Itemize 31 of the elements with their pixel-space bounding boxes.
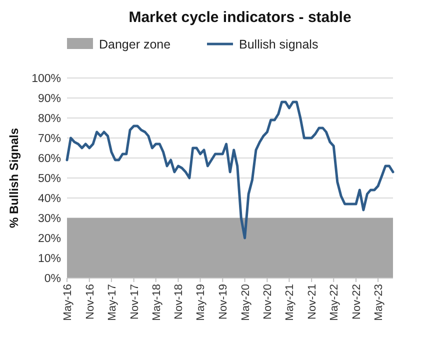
x-tick-label: May-20	[240, 284, 252, 321]
y-tick-label: 0%	[44, 273, 61, 285]
y-tick-label: 30%	[38, 213, 61, 225]
x-tick-label: Nov-20	[262, 284, 274, 320]
x-tick-label: May-19	[195, 284, 208, 321]
y-tick-label: 90%	[38, 93, 61, 105]
x-tick-label: May-23	[373, 284, 386, 321]
x-tick-label: Nov-22	[351, 284, 364, 320]
x-tick-label: Nov-16	[84, 284, 96, 320]
y-tick-label: 60%	[38, 153, 61, 165]
x-tick-label: May-16	[62, 284, 74, 321]
x-tick-label: May-18	[150, 284, 163, 321]
x-tick-label: May-22	[328, 284, 341, 321]
line-series	[66, 100, 394, 240]
y-axis-title: % Bullish Signals	[7, 128, 21, 228]
y-tick-label: 70%	[38, 133, 61, 145]
x-tick-label: Nov-19	[218, 284, 230, 320]
x-tick-label: May-21	[284, 284, 296, 321]
y-tick-label: 20%	[38, 233, 61, 245]
x-tick-label: Nov-18	[173, 284, 186, 320]
x-tick-label: May-17	[106, 284, 118, 321]
y-tick-label: 50%	[38, 173, 61, 185]
x-tick-label: Nov-21	[306, 284, 319, 320]
legend-label: Bullish signals	[239, 38, 318, 52]
y-tick-label: 100%	[32, 73, 61, 85]
y-tick-label: 10%	[38, 253, 61, 265]
x-tick-label: Nov-17	[128, 284, 141, 320]
y-tick-label: 40%	[38, 193, 61, 205]
legend-label: Danger zone	[99, 38, 171, 52]
y-tick-label: 80%	[38, 113, 61, 125]
chart-title: Market cycle indicators - stable	[128, 9, 352, 26]
